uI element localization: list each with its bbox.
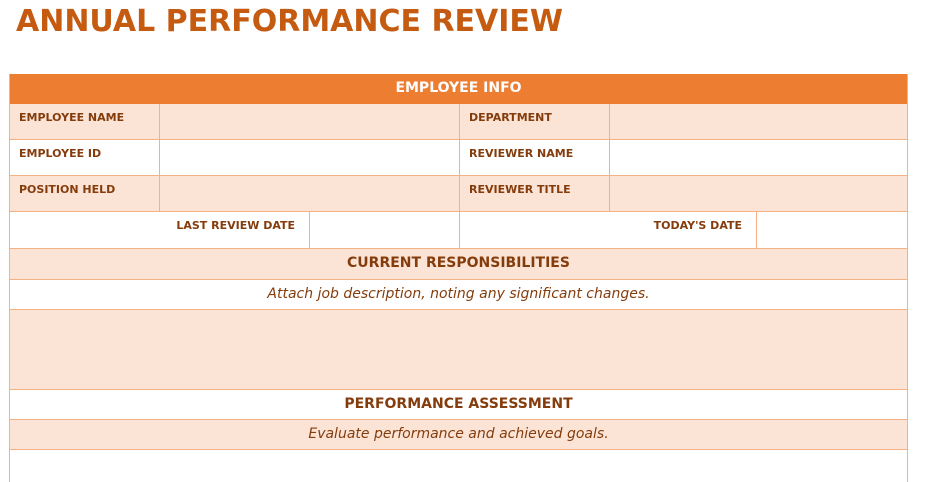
position-held-label: POSITION HELD — [19, 183, 116, 196]
todays-date-field[interactable] — [757, 212, 907, 248]
reviewer-name-label: REVIEWER NAME — [469, 147, 574, 160]
position-held-field[interactable] — [160, 176, 460, 211]
reviewer-title-value — [610, 176, 907, 183]
performance-assessment-field[interactable] — [10, 450, 907, 482]
performance-assessment-content — [10, 450, 907, 457]
todays-date-label-cell: TODAY'S DATE — [460, 212, 757, 248]
employee-name-value — [160, 104, 459, 111]
current-responsibilities-note: Attach job description, noting any signi… — [10, 280, 907, 310]
position-held-label-cell: POSITION HELD — [10, 176, 160, 211]
employee-id-label-cell: EMPLOYEE ID — [10, 140, 160, 175]
employee-name-field[interactable] — [160, 104, 460, 139]
department-label-cell: DEPARTMENT — [460, 104, 610, 139]
reviewer-name-field[interactable] — [610, 140, 907, 175]
last-review-date-label: LAST REVIEW DATE — [176, 219, 295, 232]
form-row-position-held: POSITION HELD REVIEWER TITLE — [10, 176, 907, 212]
performance-assessment-header: PERFORMANCE ASSESSMENT — [10, 390, 907, 420]
todays-date-value — [757, 212, 907, 219]
employee-id-field[interactable] — [160, 140, 460, 175]
employee-name-label-cell: EMPLOYEE NAME — [10, 104, 160, 139]
employee-info-header: EMPLOYEE INFO — [10, 74, 907, 104]
performance-review-form: EMPLOYEE INFO EMPLOYEE NAME DEPARTMENT E… — [9, 74, 908, 482]
current-responsibilities-content — [10, 310, 907, 317]
form-row-employee-id: EMPLOYEE ID REVIEWER NAME — [10, 140, 907, 176]
current-responsibilities-header: CURRENT RESPONSIBILITIES — [10, 249, 907, 280]
department-value — [610, 104, 907, 111]
last-review-date-value — [310, 212, 459, 219]
employee-name-label: EMPLOYEE NAME — [19, 111, 125, 124]
reviewer-name-label-cell: REVIEWER NAME — [460, 140, 610, 175]
performance-assessment-note: Evaluate performance and achieved goals. — [10, 420, 907, 450]
todays-date-label: TODAY'S DATE — [653, 219, 742, 232]
employee-id-label: EMPLOYEE ID — [19, 147, 102, 160]
reviewer-title-field[interactable] — [610, 176, 907, 211]
last-review-date-label-cell: LAST REVIEW DATE — [10, 212, 310, 248]
department-field[interactable] — [610, 104, 907, 139]
current-responsibilities-field[interactable] — [10, 310, 907, 390]
last-review-date-field[interactable] — [310, 212, 460, 248]
position-held-value — [160, 176, 459, 183]
form-row-employee-name: EMPLOYEE NAME DEPARTMENT — [10, 104, 907, 140]
employee-id-value — [160, 140, 459, 147]
reviewer-title-label: REVIEWER TITLE — [469, 183, 571, 196]
reviewer-title-label-cell: REVIEWER TITLE — [460, 176, 610, 211]
reviewer-name-value — [610, 140, 907, 147]
department-label: DEPARTMENT — [469, 111, 552, 124]
form-row-dates: LAST REVIEW DATE TODAY'S DATE — [10, 212, 907, 249]
page-title: ANNUAL PERFORMANCE REVIEW — [16, 4, 564, 39]
